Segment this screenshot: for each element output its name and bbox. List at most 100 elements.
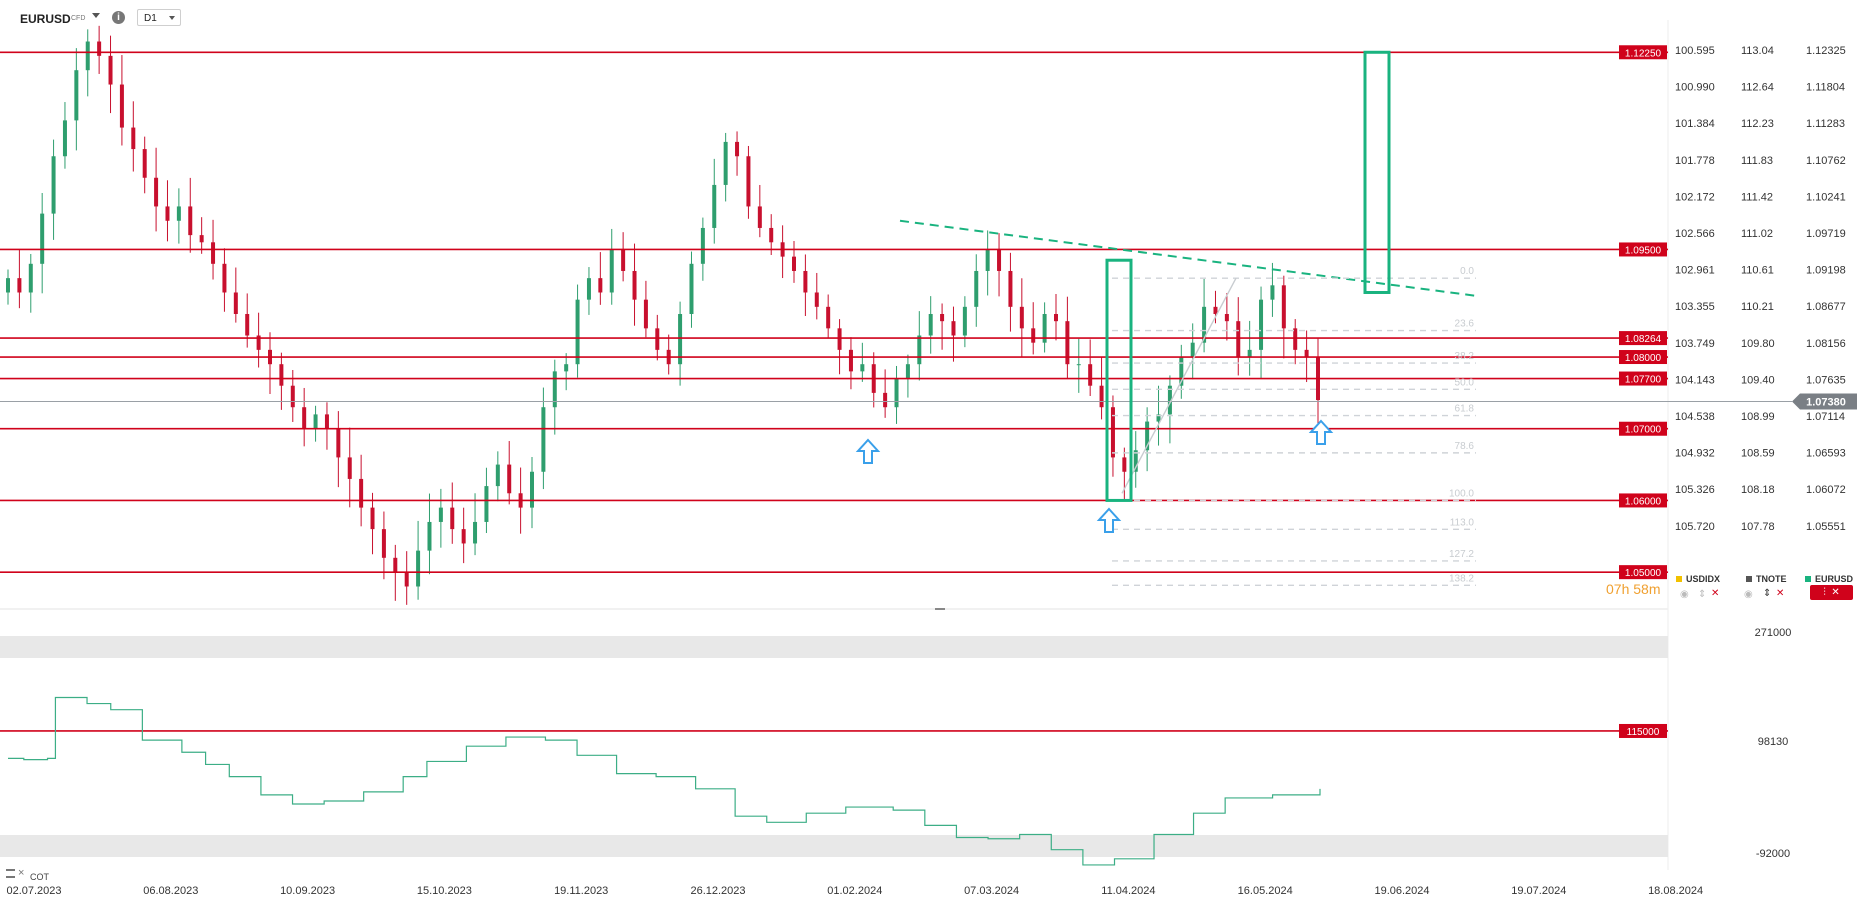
legend-eurusd-label: EURUSD	[1815, 574, 1854, 584]
candle-body	[17, 278, 22, 293]
cot-series-line	[8, 696, 1321, 866]
cot-axis-tick: -92000	[1756, 848, 1790, 860]
timeframe-select[interactable]: D1	[137, 9, 181, 26]
usdidx-axis-tick: 104.932	[1675, 448, 1715, 460]
x-axis-tick: 10.09.2023	[280, 885, 335, 897]
level-price-label: 1.05000	[1625, 568, 1662, 579]
candle-body	[962, 306, 967, 336]
candle-body	[757, 206, 762, 228]
candle-body	[438, 507, 443, 522]
candle-body	[621, 249, 626, 271]
x-axis-tick: 02.07.2023	[6, 885, 61, 897]
eurusd-axis-tick: 1.09719	[1806, 228, 1846, 240]
chevron-down-icon[interactable]	[92, 13, 100, 18]
eurusd-axis-tick: 1.12325	[1806, 45, 1846, 57]
candle-body	[85, 41, 90, 71]
candle-body	[552, 371, 557, 408]
candle-body	[359, 478, 364, 508]
menu-icon[interactable]	[6, 869, 15, 878]
tnote-axis-tick: 111.02	[1741, 228, 1773, 240]
candle-body	[940, 314, 945, 322]
x-axis-tick: 18.08.2024	[1648, 885, 1703, 897]
close-icon[interactable]: ✕	[1776, 588, 1785, 599]
move-icon[interactable]: ⇕	[1763, 588, 1772, 599]
cot-axis-tick: 98130	[1758, 736, 1789, 748]
candle-body	[199, 235, 204, 243]
eye-icon[interactable]: ◉	[1680, 589, 1689, 600]
close-icon[interactable]: ✕	[1831, 587, 1840, 598]
legend-eurusd[interactable]: EURUSD	[1805, 574, 1853, 584]
usdidx-axis-tick: 101.778	[1675, 155, 1715, 167]
legend-tnote[interactable]: TNOTE	[1746, 574, 1787, 584]
eurusd-series-controls[interactable]: ⫶ ✕	[1810, 585, 1853, 600]
usdidx-axis-tick: 102.961	[1675, 265, 1715, 277]
candle-body	[1076, 364, 1081, 366]
legend-usdidx[interactable]: USDIDX	[1676, 574, 1720, 584]
candle-body	[1179, 357, 1184, 386]
candle-body	[678, 314, 683, 365]
legend-tnote-label: TNOTE	[1756, 574, 1787, 584]
up-arrow-icon	[855, 438, 881, 464]
candle-body	[381, 529, 386, 558]
candle-style-icon[interactable]: ⫶	[1823, 587, 1826, 598]
candle-body	[484, 486, 489, 522]
candle-body	[792, 256, 796, 271]
candle-body	[541, 407, 546, 472]
fib-level-label: 0.0	[1460, 266, 1474, 277]
candle-body	[256, 335, 261, 350]
move-icon[interactable]: ⇕	[1698, 589, 1707, 600]
candle-body	[427, 521, 432, 551]
usdidx-axis-tick: 100.990	[1675, 82, 1715, 94]
eurusd-axis-tick: 1.08156	[1806, 338, 1846, 350]
eye-icon[interactable]: ◉	[1744, 589, 1753, 600]
candle-body	[507, 464, 512, 494]
close-icon[interactable]: ✕	[1711, 588, 1720, 599]
fib-anchor-line	[1121, 277, 1237, 494]
candle-body	[347, 457, 352, 479]
fib-level-label: 100.0	[1449, 488, 1474, 499]
cot-axis-tick: 271000	[1755, 627, 1792, 639]
x-axis-tick: 11.04.2024	[1101, 885, 1155, 897]
candle-body	[1270, 285, 1275, 300]
x-axis-tick: 06.08.2023	[143, 885, 198, 897]
x-axis-tick: 26.12.2023	[690, 885, 745, 897]
cot-band-bottom	[0, 835, 1668, 857]
candle-body	[416, 550, 421, 587]
candle-body	[1202, 306, 1207, 343]
candle-body	[1099, 385, 1104, 408]
candle-body	[450, 507, 455, 530]
chevron-down-icon	[169, 16, 175, 20]
tnote-axis-tick: 111.83	[1741, 155, 1773, 167]
candle-body	[1167, 385, 1172, 415]
tnote-axis-tick: 112.23	[1741, 118, 1774, 130]
level-price-tag	[1619, 350, 1667, 365]
candle-body	[279, 364, 284, 386]
close-icon[interactable]: ×	[18, 867, 25, 879]
info-icon[interactable]: i	[112, 11, 125, 24]
candle-body	[131, 127, 136, 150]
symbol-name[interactable]: EURUSD	[20, 12, 71, 26]
candle-body	[1281, 285, 1286, 329]
candle-body	[1008, 270, 1013, 307]
candle-body	[1156, 414, 1161, 422]
candle-body	[632, 270, 637, 300]
candle-body	[1259, 299, 1264, 350]
eurusd-axis-tick: 1.06593	[1806, 448, 1846, 460]
candle-body	[575, 299, 580, 365]
candle-body	[290, 385, 295, 408]
tnote-axis-tick: 108.99	[1741, 411, 1775, 423]
candle-body	[1110, 407, 1115, 458]
up-arrow-shape	[855, 438, 881, 464]
eurusd-axis-tick: 1.08677	[1806, 301, 1846, 313]
tnote-axis-tick: 112.64	[1741, 82, 1774, 94]
candle-body	[803, 270, 808, 293]
level-price-label: 1.12250	[1625, 48, 1662, 59]
candle-body	[62, 120, 67, 157]
candle-body	[655, 328, 660, 350]
up-arrow-shape	[1096, 507, 1122, 533]
tnote-axis-tick: 113.04	[1741, 45, 1774, 57]
candle-body	[1145, 421, 1150, 451]
tnote-axis-tick: 109.80	[1741, 338, 1775, 350]
candle-body	[461, 529, 466, 544]
